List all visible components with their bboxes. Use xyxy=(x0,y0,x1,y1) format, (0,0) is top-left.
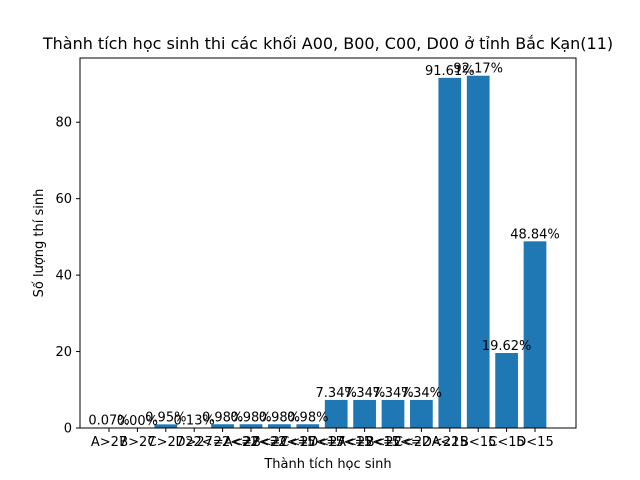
x-tick-label: 22<=C<27 xyxy=(242,435,317,450)
bar-value-label: 0.95% xyxy=(145,410,186,425)
x-tick-label: A>27 xyxy=(91,435,127,450)
x-tick-label: C<15 xyxy=(488,435,525,450)
bar xyxy=(296,424,320,428)
x-tick-label: 22<=D<27 xyxy=(270,435,346,450)
x-tick-label: B>27 xyxy=(119,435,155,450)
x-tick-label: D<15 xyxy=(516,435,553,450)
y-tick-label: 40 xyxy=(55,269,72,284)
x-axis-label: Thành tích học sinh xyxy=(263,457,391,472)
bar xyxy=(410,399,433,428)
bar-value-label: 7.34% xyxy=(344,386,385,401)
x-tick-label: B<15 xyxy=(460,435,496,450)
y-tick-label: 0 xyxy=(64,422,72,437)
bar xyxy=(239,424,263,428)
bar xyxy=(154,424,178,428)
x-tick-label: C>27 xyxy=(148,435,185,450)
bar xyxy=(495,353,518,428)
bar-value-label: 7.34% xyxy=(316,386,357,401)
x-tick-label: 15<=A<22 xyxy=(299,435,374,450)
plot-frame xyxy=(79,57,577,429)
bar xyxy=(438,77,462,429)
plot-area: 0.07%0.00%0.95%0.13%0.98%0.98%0.98%0.98%… xyxy=(55,57,577,450)
x-tick-label: D>27 xyxy=(175,435,212,450)
bar-value-label: 48.84% xyxy=(510,227,560,242)
bar-value-label: 0.98% xyxy=(259,410,300,425)
bar-value-label: 91.61% xyxy=(425,64,475,79)
bar xyxy=(268,424,291,428)
bars-group xyxy=(97,75,547,429)
bar xyxy=(324,399,348,428)
x-tick-label: 22<=B<27 xyxy=(214,435,289,450)
x-tick-label: A<15 xyxy=(432,435,468,450)
bar-value-label: 7.34% xyxy=(401,386,442,401)
y-tick-label: 80 xyxy=(55,116,72,131)
x-tick-label: 15<=D<22 xyxy=(384,435,460,450)
bar xyxy=(353,399,376,428)
y-axis: 0 20 40 60 80 xyxy=(55,116,80,437)
y-tick-label: 20 xyxy=(55,345,72,360)
bar-value-label: 19.62% xyxy=(482,339,532,354)
bar-value-label: 0.13% xyxy=(174,414,215,429)
bar-value-label: 7.34% xyxy=(372,386,413,401)
chart-title: Thành tích học sinh thi các khối A00, B0… xyxy=(42,34,613,53)
bar xyxy=(466,75,490,428)
bar-value-label: 92.17% xyxy=(453,62,503,77)
x-axis: A>27B>27C>27D>2722<=A<2722<=B<2722<=C<27… xyxy=(91,428,554,450)
bar-value-label: 0.00% xyxy=(117,414,158,429)
y-axis-label: Số lượng thí sinh xyxy=(32,189,47,298)
bar xyxy=(211,424,234,428)
bar xyxy=(381,399,405,428)
bar-value-label: 0.98% xyxy=(230,410,271,425)
x-tick-label: 15<=B<22 xyxy=(327,435,402,450)
x-tick-label: 22<=A<27 xyxy=(185,435,260,450)
y-tick-label: 60 xyxy=(55,192,72,207)
x-tick-label: 15<=C<22 xyxy=(356,435,431,450)
bar-value-label: 0.98% xyxy=(202,410,243,425)
bar-value-label: 0.07% xyxy=(88,414,129,429)
bar-value-label: 0.98% xyxy=(287,410,328,425)
bar-labels-group: 0.07%0.00%0.95%0.13%0.98%0.98%0.98%0.98%… xyxy=(88,62,559,429)
bar xyxy=(523,241,547,428)
